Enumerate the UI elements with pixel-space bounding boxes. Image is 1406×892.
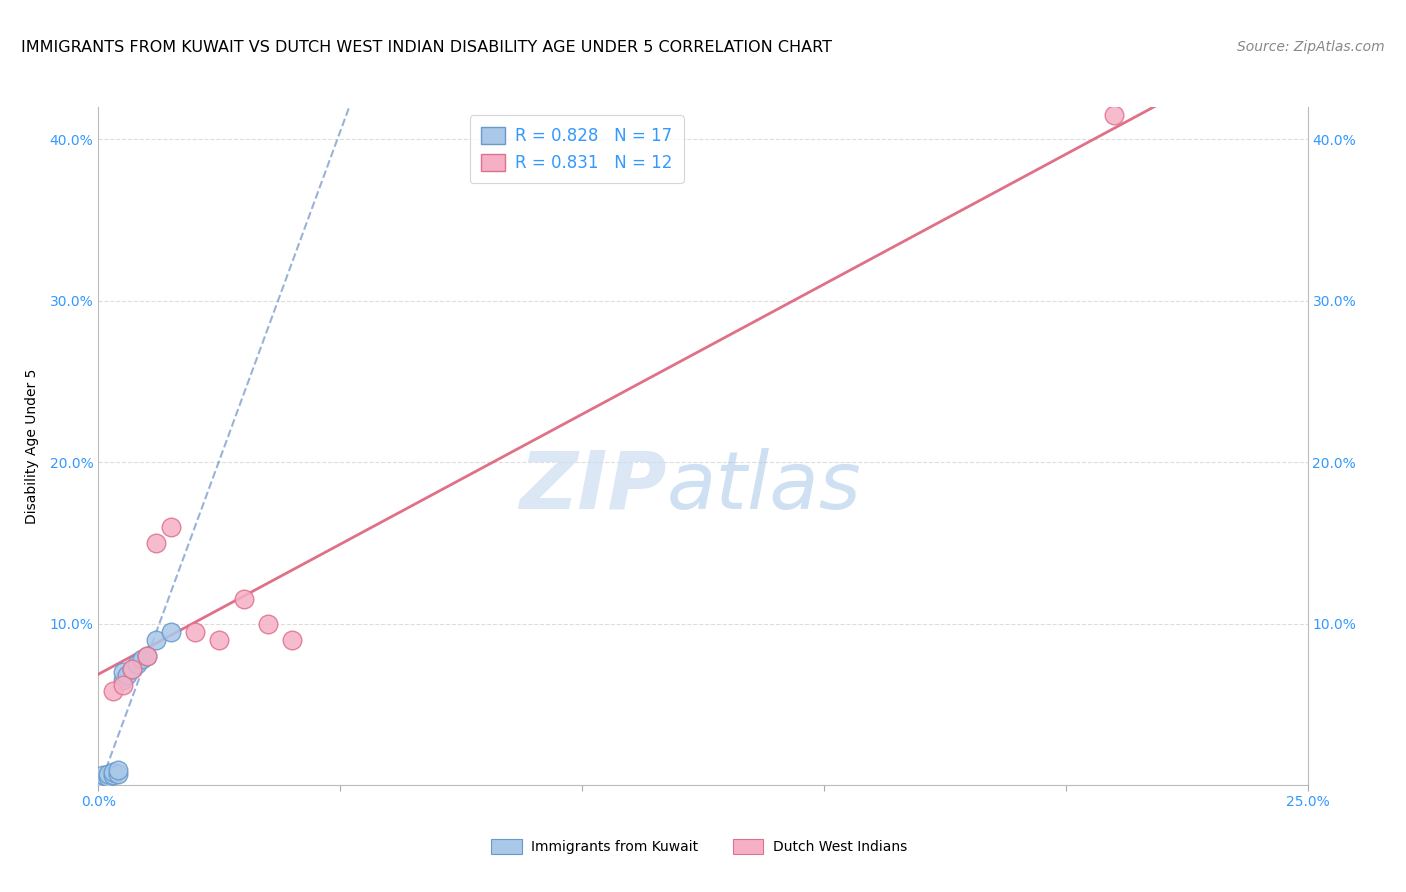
Text: Dutch West Indians: Dutch West Indians	[773, 839, 907, 854]
Point	[97, 766, 120, 780]
Point	[135, 648, 157, 663]
Point	[101, 684, 124, 698]
Point	[101, 768, 124, 782]
Text: Source: ZipAtlas.com: Source: ZipAtlas.com	[1237, 40, 1385, 54]
Point	[145, 632, 167, 647]
Text: ZIP: ZIP	[519, 448, 666, 525]
Point	[208, 632, 231, 647]
Point	[232, 592, 254, 607]
Point	[91, 772, 114, 786]
Point	[145, 536, 167, 550]
Point	[117, 668, 139, 682]
Y-axis label: Disability Age Under 5: Disability Age Under 5	[24, 368, 38, 524]
Point	[127, 657, 149, 671]
Point	[111, 665, 134, 679]
Point	[281, 632, 304, 647]
Point	[91, 768, 114, 782]
Point	[97, 770, 120, 784]
Point	[131, 652, 153, 666]
Point	[107, 764, 129, 778]
Bar	[492, 839, 522, 855]
Bar	[734, 839, 763, 855]
Legend: R = 0.828   N = 17, R = 0.831   N = 12: R = 0.828 N = 17, R = 0.831 N = 12	[470, 115, 683, 184]
Text: Immigrants from Kuwait: Immigrants from Kuwait	[531, 839, 699, 854]
Point	[184, 624, 207, 639]
Point	[1102, 108, 1125, 122]
Point	[121, 662, 143, 676]
Point	[160, 519, 183, 533]
Point	[256, 616, 278, 631]
Point	[111, 673, 134, 687]
Text: atlas: atlas	[666, 448, 862, 525]
Point	[160, 624, 183, 639]
Point	[121, 662, 143, 676]
Point	[111, 678, 134, 692]
Text: IMMIGRANTS FROM KUWAIT VS DUTCH WEST INDIAN DISABILITY AGE UNDER 5 CORRELATION C: IMMIGRANTS FROM KUWAIT VS DUTCH WEST IND…	[21, 40, 832, 55]
Point	[135, 648, 157, 663]
Point	[101, 765, 124, 780]
Point	[107, 766, 129, 780]
